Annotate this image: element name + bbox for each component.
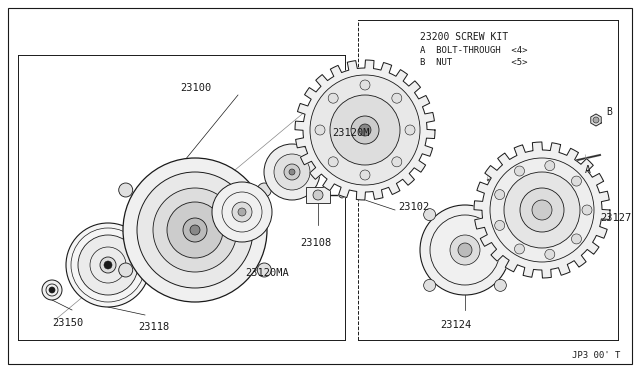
- Circle shape: [359, 124, 371, 136]
- Text: 23108: 23108: [300, 238, 332, 248]
- Circle shape: [274, 154, 310, 190]
- Text: B: B: [606, 107, 612, 117]
- Circle shape: [118, 183, 132, 197]
- Text: 23124: 23124: [440, 320, 471, 330]
- Circle shape: [504, 172, 580, 248]
- Circle shape: [118, 263, 132, 277]
- Circle shape: [424, 279, 436, 291]
- Circle shape: [257, 263, 271, 277]
- Text: 23120MA: 23120MA: [245, 268, 289, 278]
- Polygon shape: [591, 114, 601, 126]
- Circle shape: [360, 80, 370, 90]
- Circle shape: [137, 172, 253, 288]
- Circle shape: [351, 116, 379, 144]
- Circle shape: [458, 243, 472, 257]
- Bar: [306, 187, 330, 203]
- Circle shape: [330, 95, 400, 165]
- Circle shape: [520, 188, 564, 232]
- Text: B  NUT           <5>: B NUT <5>: [420, 58, 527, 67]
- Circle shape: [264, 144, 320, 200]
- Circle shape: [190, 225, 200, 235]
- Circle shape: [593, 117, 599, 123]
- Circle shape: [325, 150, 335, 160]
- Circle shape: [328, 157, 338, 167]
- Circle shape: [238, 208, 246, 216]
- Text: 23150: 23150: [52, 318, 83, 328]
- Circle shape: [405, 125, 415, 135]
- Circle shape: [66, 223, 150, 307]
- Circle shape: [339, 192, 345, 198]
- Circle shape: [582, 205, 592, 215]
- Text: JP3 00' T: JP3 00' T: [572, 351, 620, 360]
- Circle shape: [392, 93, 402, 103]
- Text: 23102: 23102: [398, 202, 429, 212]
- Circle shape: [495, 220, 505, 230]
- Circle shape: [315, 125, 325, 135]
- Circle shape: [532, 200, 552, 220]
- Circle shape: [572, 234, 582, 244]
- Circle shape: [494, 209, 506, 221]
- Circle shape: [310, 75, 420, 185]
- Text: 23200 SCREW KIT: 23200 SCREW KIT: [420, 32, 508, 42]
- Circle shape: [545, 249, 555, 259]
- Circle shape: [495, 190, 505, 200]
- Circle shape: [360, 170, 370, 180]
- Circle shape: [515, 166, 525, 176]
- Polygon shape: [474, 142, 610, 278]
- Polygon shape: [295, 60, 435, 200]
- Circle shape: [392, 157, 402, 167]
- Circle shape: [313, 190, 323, 200]
- Circle shape: [183, 218, 207, 242]
- Circle shape: [123, 158, 267, 302]
- Text: 23100: 23100: [180, 83, 211, 93]
- Circle shape: [257, 183, 271, 197]
- Circle shape: [284, 164, 300, 180]
- Circle shape: [572, 176, 582, 186]
- Circle shape: [167, 202, 223, 258]
- Text: 23120M: 23120M: [332, 128, 369, 138]
- Circle shape: [450, 235, 480, 265]
- Circle shape: [545, 161, 555, 171]
- Text: 23118: 23118: [138, 322, 169, 332]
- Circle shape: [42, 280, 62, 300]
- Circle shape: [104, 261, 112, 269]
- Circle shape: [490, 158, 594, 262]
- Circle shape: [100, 257, 116, 273]
- Text: 23127: 23127: [600, 213, 631, 223]
- Text: A  BOLT-THROUGH  <4>: A BOLT-THROUGH <4>: [420, 46, 527, 55]
- Circle shape: [153, 188, 237, 272]
- Circle shape: [328, 93, 338, 103]
- Circle shape: [494, 279, 506, 291]
- Circle shape: [49, 287, 55, 293]
- Circle shape: [515, 244, 525, 254]
- Circle shape: [420, 205, 510, 295]
- Circle shape: [424, 209, 436, 221]
- Circle shape: [289, 169, 295, 175]
- Circle shape: [232, 202, 252, 222]
- Circle shape: [78, 235, 138, 295]
- Circle shape: [212, 182, 272, 242]
- Text: A: A: [585, 165, 591, 175]
